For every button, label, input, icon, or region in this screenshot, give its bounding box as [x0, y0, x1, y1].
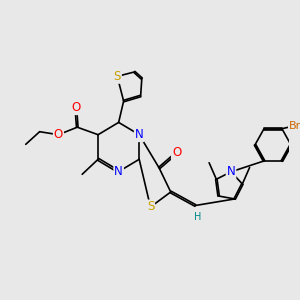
Text: H: H	[194, 212, 201, 222]
Text: Br: Br	[289, 121, 300, 131]
Text: O: O	[71, 101, 80, 114]
Text: S: S	[147, 200, 154, 214]
Text: S: S	[114, 70, 121, 83]
Text: N: N	[114, 165, 123, 178]
Text: O: O	[172, 146, 181, 160]
Text: N: N	[226, 165, 236, 178]
Text: N: N	[135, 128, 144, 141]
Text: O: O	[54, 128, 63, 141]
